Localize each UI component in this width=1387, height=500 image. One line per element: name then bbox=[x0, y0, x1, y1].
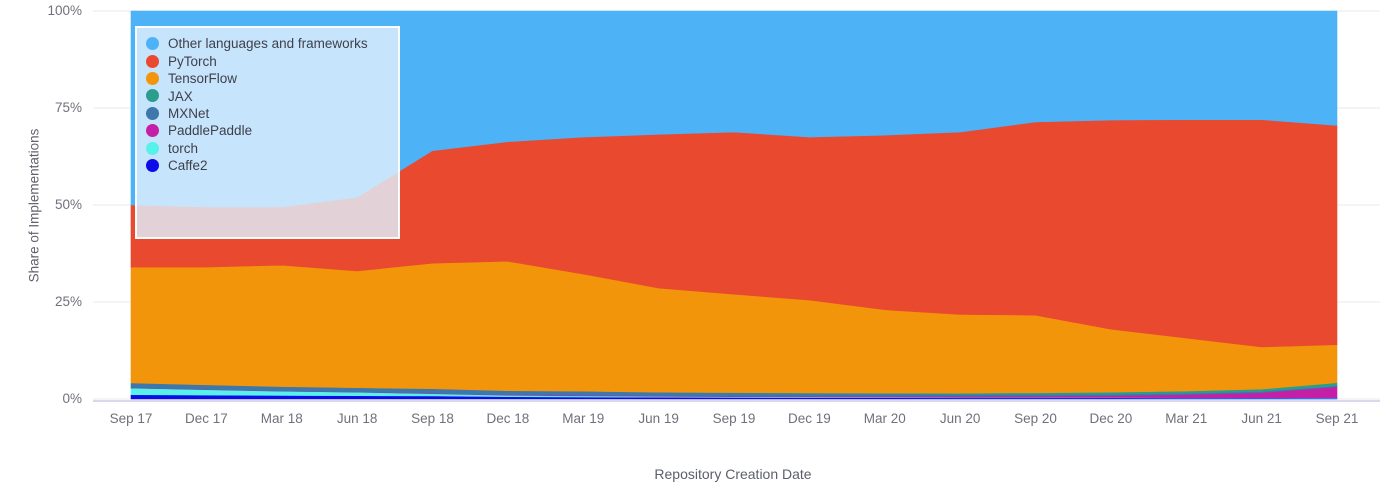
legend-swatch-icon bbox=[146, 54, 159, 68]
legend-item-caffe2[interactable]: Caffe2 bbox=[145, 157, 398, 174]
legend-label: Caffe2 bbox=[168, 158, 208, 174]
x-tick-label: Jun 18 bbox=[336, 411, 378, 426]
legend-label: torch bbox=[168, 140, 199, 156]
legend-swatch-icon bbox=[146, 158, 159, 172]
y-tick-label: 100% bbox=[47, 3, 82, 18]
x-tick-label: Sep 19 bbox=[712, 411, 756, 426]
legend-label: PaddlePaddle bbox=[168, 123, 253, 139]
legend-swatch-icon bbox=[146, 37, 159, 51]
legend-item-jax[interactable]: JAX bbox=[145, 87, 398, 104]
legend: Other languages and frameworks PyTorch Ten… bbox=[135, 26, 400, 239]
band-other-languages-and-frameworks[interactable] bbox=[130, 10, 1338, 208]
y-tick-label: 0% bbox=[62, 391, 82, 406]
x-tick-label: Mar 20 bbox=[863, 411, 906, 426]
legend-item-other-languages-and-frameworks[interactable]: Other languages and frameworks bbox=[145, 35, 398, 52]
x-tick-label: Jun 20 bbox=[939, 411, 981, 426]
legend-item-mxnet[interactable]: MXNet bbox=[145, 105, 398, 122]
legend-label: PyTorch bbox=[168, 53, 217, 69]
y-tick-label: 75% bbox=[54, 100, 82, 115]
x-tick-label: Sep 18 bbox=[411, 411, 454, 426]
x-tick-label: Mar 21 bbox=[1165, 411, 1208, 426]
legend-item-tensorflow[interactable]: TensorFlow bbox=[145, 70, 398, 87]
legend-item-torch[interactable]: torch bbox=[145, 139, 398, 156]
area-bands bbox=[130, 10, 1338, 400]
x-tick-label: Sep 20 bbox=[1014, 411, 1057, 426]
legend-item-paddlepaddle[interactable]: PaddlePaddle bbox=[145, 122, 398, 139]
x-tick-label: Jun 21 bbox=[1241, 411, 1282, 426]
x-axis-title: Repository Creation Date bbox=[654, 466, 812, 482]
x-tick-label: Mar 19 bbox=[562, 411, 605, 426]
x-tick-label: Dec 19 bbox=[787, 411, 831, 426]
legend-swatch-icon bbox=[146, 106, 159, 120]
legend-label: MXNet bbox=[168, 106, 210, 121]
x-tick-label: Jun 19 bbox=[638, 411, 679, 426]
legend-label: Other languages and frameworks bbox=[168, 36, 368, 52]
x-tick-label: Dec 20 bbox=[1089, 411, 1133, 426]
legend-swatch-icon bbox=[146, 141, 159, 155]
legend-label: TensorFlow bbox=[168, 71, 238, 87]
x-tick-label: Dec 17 bbox=[184, 411, 228, 426]
x-tick-label: Mar 18 bbox=[260, 411, 303, 426]
legend-swatch-icon bbox=[146, 124, 159, 138]
y-axis-title: Share of Implementations bbox=[26, 128, 42, 283]
legend-item-pytorch[interactable]: PyTorch bbox=[145, 52, 398, 69]
x-tick-label: Dec 18 bbox=[486, 411, 530, 426]
x-tick-label: Sep 21 bbox=[1315, 411, 1359, 426]
x-tick-label: Sep 17 bbox=[109, 411, 153, 426]
y-tick-label: 50% bbox=[54, 197, 82, 212]
legend-swatch-icon bbox=[146, 89, 159, 103]
legend-swatch-icon bbox=[146, 71, 159, 85]
y-tick-label: 25% bbox=[54, 294, 82, 309]
legend-label: JAX bbox=[168, 88, 193, 104]
